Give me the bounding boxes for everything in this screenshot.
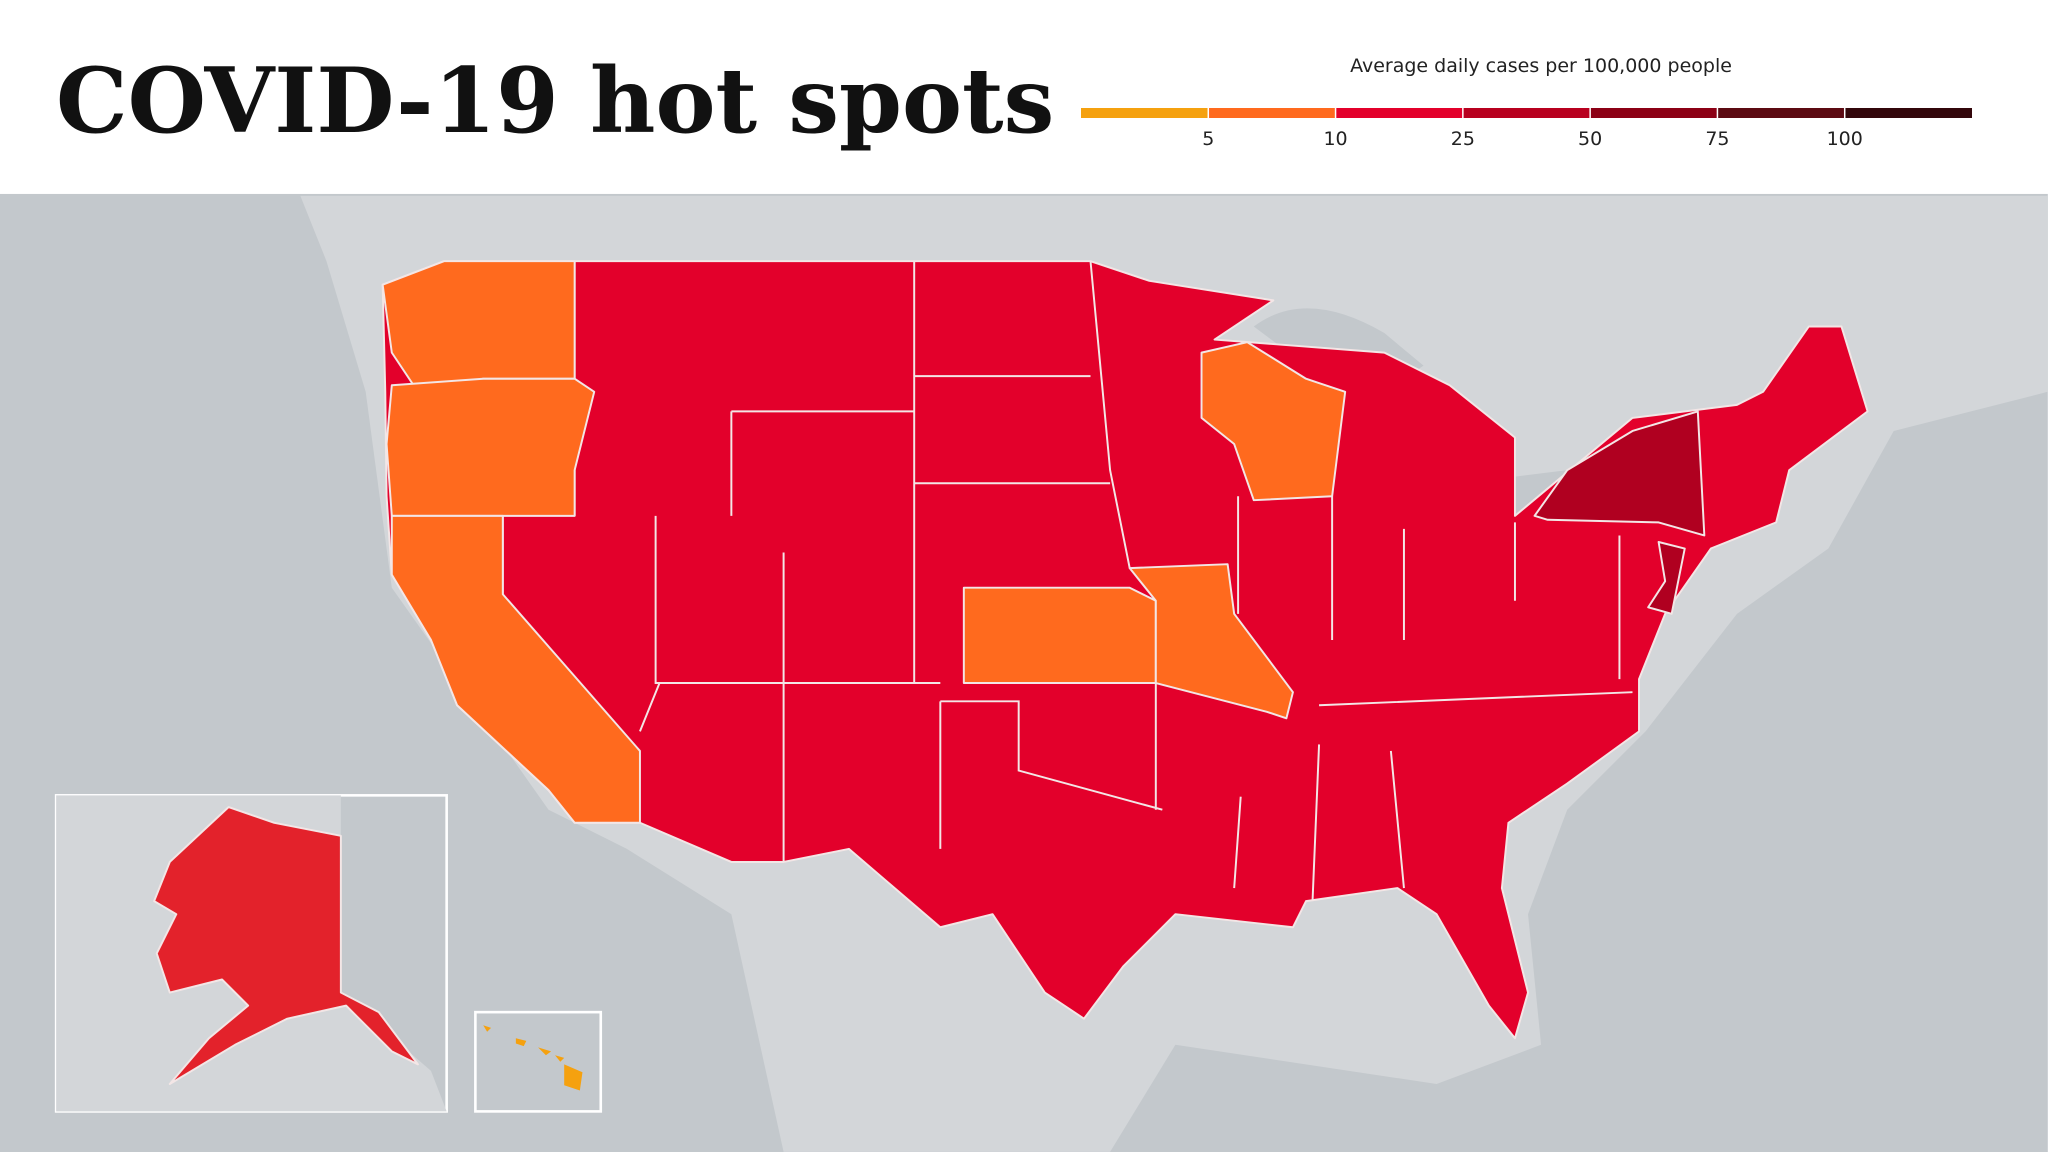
state-nj [1647, 541, 1686, 615]
legend-title: Average daily cases per 100,000 people [1350, 55, 1732, 77]
legend-tick-label: 25 [1451, 128, 1475, 150]
legend-tick-label: 10 [1323, 128, 1347, 150]
state-wa [381, 260, 576, 393]
legend: 5 10 25 50 75 100 [1081, 108, 1972, 150]
state-ca [390, 514, 641, 824]
state-wi [1200, 341, 1347, 502]
state-hi [483, 1025, 583, 1091]
state-mo [1128, 563, 1294, 720]
map [0, 193, 2048, 1152]
legend-tick-label: 75 [1705, 128, 1729, 150]
state-ks [962, 586, 1157, 685]
legend-swatch [1717, 108, 1845, 118]
hawaii-inset [474, 1010, 603, 1113]
legend-tick-label: 5 [1202, 128, 1214, 150]
legend-tick-label: 100 [1827, 128, 1863, 150]
title: COVID-19 hot spots [56, 48, 1054, 154]
state-ak [153, 806, 419, 1085]
legend-swatch [1844, 108, 1972, 118]
state-ny [1533, 410, 1706, 537]
legend-swatch [1208, 108, 1336, 118]
legend-swatch [1462, 108, 1591, 118]
legend-tick-label: 50 [1578, 128, 1602, 150]
legend-swatch [1590, 108, 1718, 118]
legend-swatch [1081, 108, 1209, 118]
legend-swatch [1335, 108, 1463, 118]
state-or [385, 377, 596, 517]
header [0, 0, 2048, 194]
